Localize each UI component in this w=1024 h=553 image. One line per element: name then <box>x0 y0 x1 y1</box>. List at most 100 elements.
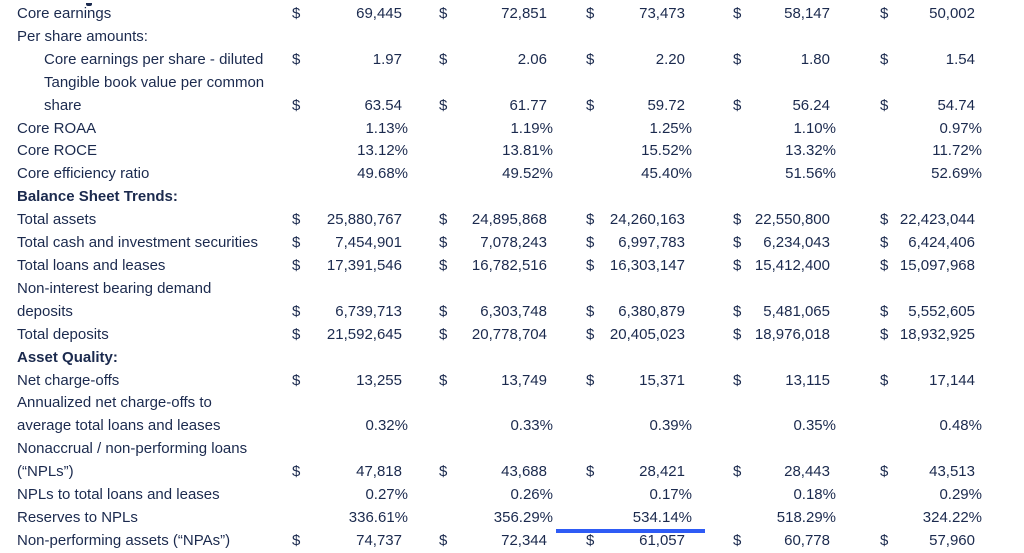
dollar-value: 60,778 <box>784 531 830 549</box>
financial-summary: Core earnings $69,445 $72,851 $73,473 $58,14… <box>0 3 1024 549</box>
percent-value: 0.29% <box>939 486 982 504</box>
dollar-value: 72,344 <box>501 531 547 549</box>
currency-symbol <box>432 26 454 49</box>
currency-symbol: $ <box>880 96 889 114</box>
currency-symbol: $ <box>880 371 889 389</box>
currency-symbol <box>579 140 601 163</box>
table-body: Core earnings $69,445 $72,851 $73,473 $58,14… <box>0 3 1020 553</box>
percent-value: 0.35% <box>793 417 836 435</box>
currency-symbol: $ <box>733 371 742 389</box>
section-heading: Balance Sheet Trends: <box>17 188 178 206</box>
dollar-value: 47,818 <box>356 463 402 481</box>
dollar-value: 7,078,243 <box>480 234 547 252</box>
table-row: Annualized net charge-offs to average to… <box>0 392 1020 438</box>
currency-symbol: $ <box>439 256 448 274</box>
dollar-value <box>601 186 726 209</box>
percent-value: 518.29% <box>776 508 836 526</box>
percent-value: 1.13% <box>365 119 408 137</box>
dollar-value: 16,782,516 <box>471 256 547 274</box>
currency-symbol: $ <box>586 50 595 68</box>
currency-symbol <box>726 484 748 507</box>
table-row: Nonaccrual / non-performing loans (“NPLs… <box>0 438 1020 484</box>
percent-value: 0.39% <box>649 417 692 435</box>
percent-value: 49.52% <box>502 165 553 183</box>
percent-value: 0.48% <box>939 417 982 435</box>
clipped-row-fragment <box>86 3 92 6</box>
dollar-value: 15,097,968 <box>899 256 975 274</box>
currency-symbol <box>873 140 895 163</box>
currency-symbol <box>726 118 748 141</box>
percent-value: 0.97% <box>939 119 982 137</box>
percent-value: 324.22% <box>922 508 982 526</box>
currency-symbol <box>873 484 895 507</box>
currency-symbol: $ <box>586 96 595 114</box>
dollar-value: 54.74 <box>937 96 975 114</box>
dollar-value: 18,976,018 <box>754 325 830 343</box>
dollar-value: 57,960 <box>929 531 975 549</box>
currency-symbol: $ <box>586 234 595 252</box>
percent-value: 0.26% <box>510 486 553 504</box>
percent-value: 534.14% <box>632 508 692 526</box>
currency-symbol <box>579 484 601 507</box>
currency-symbol <box>873 347 895 370</box>
dollar-value: 1.97 <box>372 50 402 68</box>
currency-symbol <box>432 484 454 507</box>
table-row: Core earnings per share - diluted $1.97 $2… <box>0 49 1020 72</box>
currency-symbol: $ <box>733 211 742 229</box>
currency-symbol: $ <box>733 50 742 68</box>
currency-symbol <box>726 392 748 438</box>
dollar-value <box>895 347 1020 370</box>
dollar-value: 21,592,645 <box>326 325 402 343</box>
currency-symbol <box>873 186 895 209</box>
currency-symbol: $ <box>880 234 889 252</box>
dollar-value <box>601 26 726 49</box>
currency-symbol <box>873 163 895 186</box>
percent-value: 1.10% <box>793 119 836 137</box>
currency-symbol: $ <box>586 325 595 343</box>
table-row: Total assets $25,880,767 $24,895,868 $24,26… <box>0 209 1020 232</box>
currency-symbol: $ <box>292 325 301 343</box>
dollar-value: 17,391,546 <box>326 256 402 274</box>
percent-value: 0.27% <box>365 486 408 504</box>
percent-value: 49.68% <box>357 165 408 183</box>
currency-symbol <box>726 26 748 49</box>
percent-value: 45.40% <box>641 165 692 183</box>
currency-symbol <box>726 186 748 209</box>
currency-symbol <box>579 26 601 49</box>
percent-value: 51.56% <box>785 165 836 183</box>
row-label: Tangible book value per common share <box>44 73 265 114</box>
row-label: Core ROCE <box>17 142 98 160</box>
currency-symbol: $ <box>733 302 742 320</box>
currency-symbol: $ <box>880 5 889 22</box>
currency-symbol: $ <box>880 50 889 68</box>
dollar-value: 63.54 <box>364 96 402 114</box>
currency-symbol: $ <box>586 531 595 549</box>
row-label: Annualized net charge-offs to average to… <box>17 394 221 435</box>
currency-symbol: $ <box>733 234 742 252</box>
dollar-value: 1.80 <box>800 50 830 68</box>
dollar-value: 13,115 <box>785 371 830 389</box>
currency-symbol <box>432 507 454 530</box>
row-label: NPLs to total loans and leases <box>17 486 220 504</box>
percent-value: 52.69% <box>931 165 982 183</box>
currency-symbol <box>432 392 454 438</box>
currency-symbol: $ <box>880 325 889 343</box>
percent-value: 13.12% <box>357 142 408 160</box>
dollar-value <box>454 26 579 49</box>
dollar-value: 20,778,704 <box>471 325 547 343</box>
currency-symbol <box>579 163 601 186</box>
table-row: Net charge-offs $13,255 $13,749 $15,371 $13,… <box>0 370 1020 393</box>
currency-symbol: $ <box>292 234 301 252</box>
currency-symbol: $ <box>733 531 742 549</box>
dollar-value: 6,997,783 <box>618 234 685 252</box>
currency-symbol: $ <box>292 302 301 320</box>
percent-value: 0.18% <box>793 486 836 504</box>
currency-symbol <box>726 140 748 163</box>
dollar-value: 13,749 <box>501 371 547 389</box>
currency-symbol <box>579 118 601 141</box>
dollar-value: 6,234,043 <box>763 234 830 252</box>
table-row: Non-performing assets (“NPAs”) $74,737 $72… <box>0 530 1020 553</box>
table-row: Balance Sheet Trends: <box>0 186 1020 209</box>
currency-symbol: $ <box>292 531 301 549</box>
currency-symbol: $ <box>733 5 742 22</box>
